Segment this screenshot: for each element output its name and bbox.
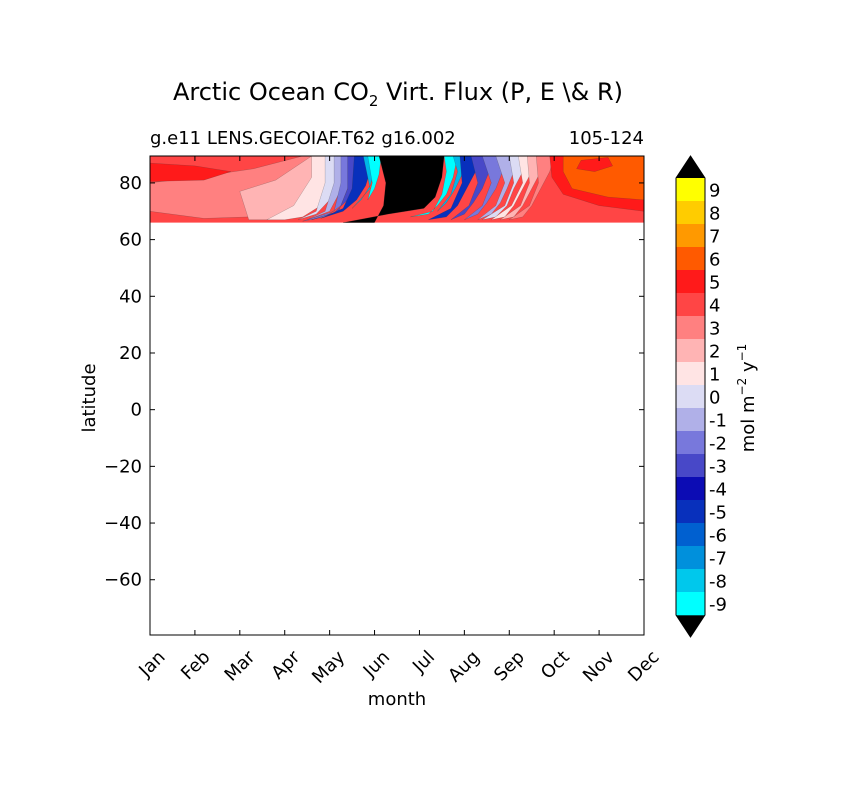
plot-background bbox=[150, 156, 644, 635]
colorbar-swatch bbox=[676, 408, 705, 432]
y-tick-label: −60 bbox=[104, 570, 142, 591]
x-tick-label: Jul bbox=[408, 647, 439, 678]
y-axis-label: latitude bbox=[79, 363, 100, 432]
chart-title: Arctic Ocean CO2 Virt. Flux (P, E \& R) bbox=[173, 78, 623, 110]
colorbar-level-label: 0 bbox=[709, 388, 720, 409]
colorbar-level-label: -7 bbox=[709, 549, 727, 570]
colorbar-swatch bbox=[676, 178, 705, 202]
colorbar-swatch bbox=[676, 339, 705, 363]
subtitle-right: 105-124 bbox=[569, 128, 644, 149]
x-tick-label: Mar bbox=[221, 646, 260, 685]
colorbar-level-label: 1 bbox=[709, 365, 720, 386]
y-tick-label: −20 bbox=[104, 456, 142, 477]
plot-area bbox=[149, 155, 645, 636]
colorbar-level-label: -2 bbox=[709, 434, 727, 455]
contour-band-11 bbox=[410, 155, 458, 218]
colorbar-level-label: -3 bbox=[709, 457, 727, 478]
colorbar-level-label: 2 bbox=[709, 342, 720, 363]
colorbar-frame bbox=[675, 155, 706, 638]
subtitle-left: g.e11 LENS.GECOIAF.T62 g16.002 bbox=[150, 128, 456, 149]
y-tick-label: −40 bbox=[104, 513, 142, 534]
colorbar-level-label: -8 bbox=[709, 572, 727, 593]
x-tick-label: Oct bbox=[537, 647, 574, 684]
plot-frame bbox=[149, 155, 645, 636]
x-tick-label: Sep bbox=[490, 647, 529, 686]
colorbar-swatch bbox=[676, 477, 705, 501]
x-tick-label: Apr bbox=[267, 646, 304, 683]
colorbar-swatch bbox=[676, 431, 705, 455]
x-tick-label: Aug bbox=[444, 647, 484, 687]
colorbar-level-label: 7 bbox=[709, 227, 720, 248]
colorbar-swatch bbox=[676, 316, 705, 340]
colorbar-level-label: 9 bbox=[709, 181, 720, 202]
colorbar-swatch bbox=[676, 592, 705, 616]
x-axis-label: month bbox=[368, 689, 426, 710]
colorbar-swatch bbox=[676, 270, 705, 294]
colorbar-level-label: 8 bbox=[709, 204, 720, 225]
x-tick-label: Feb bbox=[177, 647, 214, 684]
y-tick-label: 40 bbox=[119, 286, 142, 307]
colorbar-swatch bbox=[676, 500, 705, 524]
y-axis: 80 60 40 20 0 −20 −40 −60 bbox=[104, 173, 644, 591]
colorbar-swatch bbox=[676, 569, 705, 593]
colorbar-level-label: -4 bbox=[709, 480, 727, 501]
colorbar-label: mol m−2 y−1 bbox=[735, 344, 759, 453]
colorbar-swatch bbox=[676, 385, 705, 409]
colorbar-extend-top bbox=[676, 156, 705, 178]
colorbar-level-label: -1 bbox=[709, 411, 727, 432]
x-tick-label: Jun bbox=[359, 647, 394, 682]
colorbar-swatch bbox=[676, 201, 705, 225]
colorbar-swatch bbox=[676, 293, 705, 317]
y-tick-label: 80 bbox=[119, 173, 142, 194]
y-tick-label: 20 bbox=[119, 343, 142, 364]
contour-band-23 bbox=[576, 157, 613, 172]
x-tick-label: Nov bbox=[579, 646, 619, 686]
colorbar-swatch bbox=[676, 224, 705, 248]
colorbar-swatch bbox=[676, 247, 705, 271]
colorbar-swatch bbox=[676, 454, 705, 478]
colorbar-level-label: -5 bbox=[709, 503, 727, 524]
x-tick-label: Jan bbox=[134, 647, 169, 682]
colorbar-swatch bbox=[676, 362, 705, 386]
colorbar-level-label: -6 bbox=[709, 526, 727, 547]
y-tick-label: 0 bbox=[131, 400, 142, 421]
colorbar-level-label: 5 bbox=[709, 273, 720, 294]
colorbar-level-label: 3 bbox=[709, 319, 720, 340]
colorbar-level-label: 4 bbox=[709, 296, 720, 317]
y-tick-label: 60 bbox=[119, 230, 142, 251]
colorbar-swatch bbox=[676, 523, 705, 547]
colorbar-level-label: -9 bbox=[709, 595, 727, 616]
x-tick-label: Dec bbox=[624, 647, 663, 686]
x-tick-label: May bbox=[308, 646, 349, 687]
colorbar-level-label: 6 bbox=[709, 250, 720, 271]
contour-band-10 bbox=[343, 155, 445, 223]
colorbar-extend-bottom bbox=[676, 615, 705, 637]
colorbar-swatch bbox=[676, 546, 705, 570]
